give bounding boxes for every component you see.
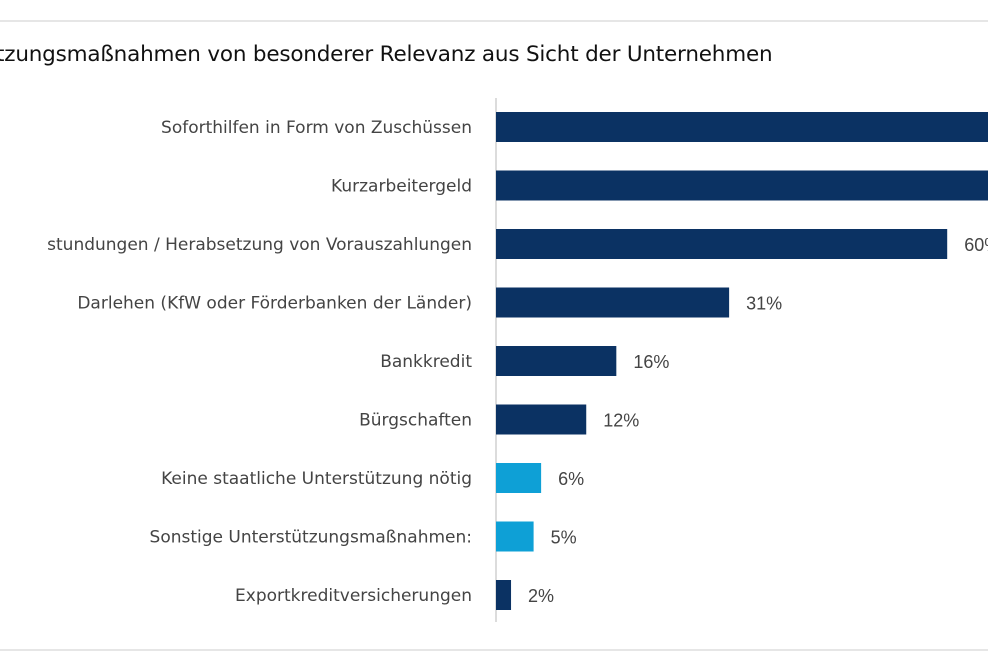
bottom-rule (0, 649, 988, 651)
data-label: 16% (633, 352, 669, 372)
data-label: 12% (603, 411, 639, 431)
data-label: 60% (964, 235, 988, 255)
bar (496, 112, 988, 142)
category-label: Keine staatliche Unterstützung nötig (161, 469, 472, 489)
category-label: Bankkredit (380, 352, 472, 372)
bar (496, 346, 617, 376)
category-label: stundungen / Herabsetzung von Vorauszahl… (47, 235, 472, 255)
bar (496, 229, 948, 259)
bar (496, 287, 730, 318)
category-label: Darlehen (KfW oder Förderbanken der Länd… (77, 294, 472, 314)
data-label: 2% (528, 586, 554, 606)
bar (496, 463, 542, 493)
category-label: Bürgschaften (359, 411, 472, 431)
top-rule (0, 20, 988, 22)
chart-title: tzungsmaßnahmen von besonderer Relevanz … (0, 42, 773, 67)
category-label: Exportkreditversicherungen (235, 586, 472, 606)
category-label: Soforthilfen in Form von Zuschüssen (161, 118, 472, 138)
data-label: 6% (558, 469, 584, 489)
bar (496, 404, 587, 435)
category-label: Kurzarbeitergeld (331, 177, 472, 197)
category-label: Sonstige Unterstützungsmaßnahmen: (150, 528, 472, 548)
data-label: 5% (551, 528, 577, 548)
data-label: 31% (746, 294, 782, 314)
bar (496, 170, 988, 201)
bar (496, 580, 512, 610)
bar (496, 521, 534, 552)
